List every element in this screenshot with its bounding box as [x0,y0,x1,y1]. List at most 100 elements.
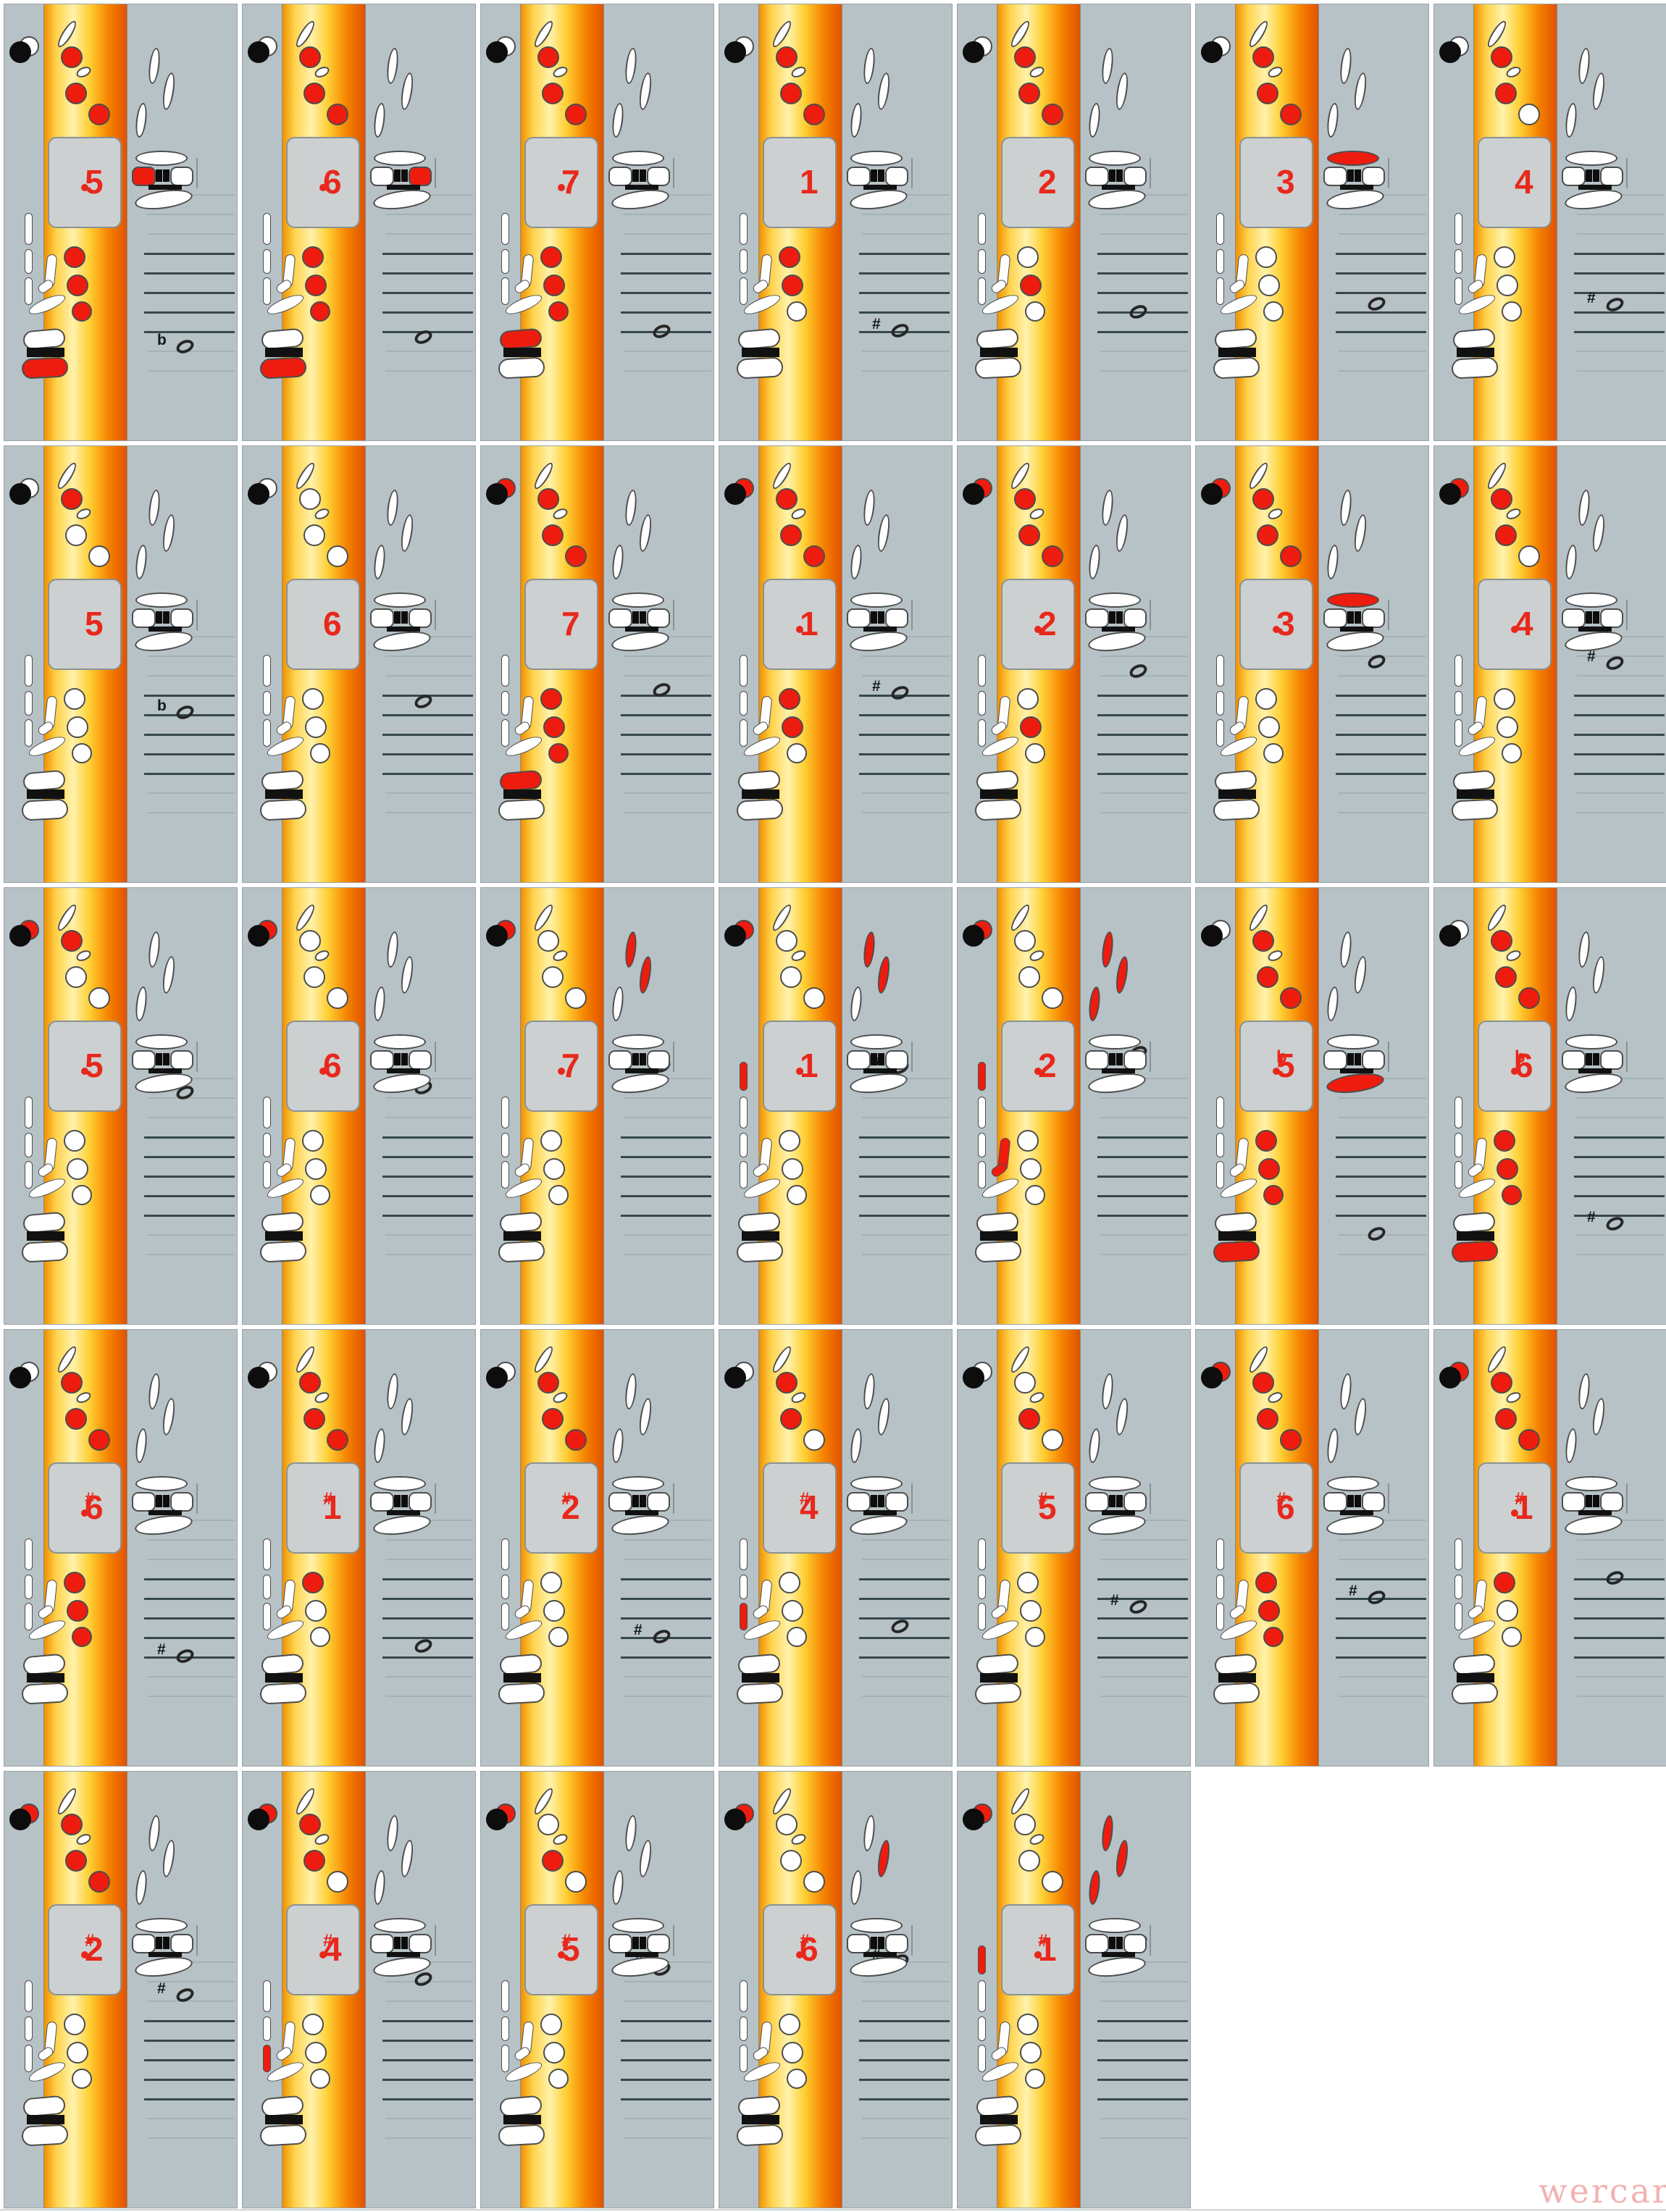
main-key-1 [1252,488,1274,510]
staff-line [1574,714,1665,716]
palm-key-c [134,1428,148,1463]
fingering-cell-33: # 1 [957,1771,1191,2208]
side-cluster-black-key-1 [1109,1053,1115,1065]
side-cluster-left [847,167,871,186]
side-cluster-top [1327,1476,1379,1491]
left-pill-2 [25,1133,33,1157]
side-cluster-right [647,608,670,628]
main-key-3 [803,1871,825,1893]
staff-ledger-line [385,1559,473,1560]
side-cluster-right [1362,167,1385,186]
main-key-6 [72,743,92,763]
side-cluster-black-key-2 [401,1495,408,1507]
main-key-6 [787,301,807,322]
left-pill-3 [978,2045,986,2072]
side-cluster-left [132,1050,156,1070]
left-pill-2 [740,691,748,716]
octave-dot [1511,1068,1518,1075]
pinky-hook-key [39,696,59,736]
main-key-5 [1497,1158,1518,1180]
palm-key-b [161,955,177,994]
main-key-2 [542,524,564,546]
side-cluster-right [885,1050,908,1070]
palm-key-a [385,489,400,526]
staff-line [621,1136,711,1139]
left-pill-3 [25,277,33,305]
side-cluster-black-key-2 [1116,1053,1123,1065]
left-pill-3 [501,1603,509,1630]
staff-ledger-line [1100,675,1188,676]
staff-line [859,1176,950,1178]
staff-ledger-line [624,2001,711,2002]
main-key-2 [1257,524,1278,546]
staff-ledger-line [862,1097,950,1099]
palm-key-c [372,1869,387,1905]
staff-line [382,1578,473,1580]
left-pill-3 [263,277,271,305]
main-key-2 [304,1408,325,1430]
staff-line [144,1617,235,1620]
side-cluster-top [1089,592,1141,608]
note-number-box: # 6 [1239,1462,1313,1554]
pinky-hook-key [516,1138,536,1178]
palm-key-a [1100,489,1115,526]
staff-line [144,2040,235,2042]
side-cluster-black-key-2 [1593,169,1599,182]
main-key-6 [310,743,330,763]
staff-ledger-line [385,655,473,657]
staff-ledger-line [862,2001,950,2002]
main-key-6 [787,743,807,763]
main-key-6 [548,2069,569,2089]
main-key-1 [1491,488,1512,510]
side-cluster-top [1089,1476,1141,1491]
pinky-hook-key [39,2022,59,2061]
side-cluster-left [132,1934,156,1953]
label-number: 7 [561,608,580,640]
main-key-1 [776,488,798,510]
main-key-4 [1494,1130,1515,1152]
note-number-box: 4 [1478,579,1552,670]
staff-line [144,2020,235,2022]
staff-ledger-line [1100,351,1188,352]
staff-ledger-line [1339,233,1426,235]
main-key-5 [1258,1600,1280,1622]
staff-ledger-line [385,1234,473,1236]
side-cluster-black-key-2 [401,611,408,624]
side-cluster-bracket [911,600,913,630]
staff-line [1336,1195,1426,1197]
left-pill-1 [1454,1538,1462,1570]
staff-line [144,734,235,736]
label-number: 1 [1038,1934,1057,1966]
staff-line [621,292,711,294]
main-key-2 [304,966,325,988]
note-number-box: # 1 [1001,1904,1075,1995]
label-number: 6 [800,1934,819,1966]
staff-line [1097,1136,1188,1139]
left-pill-3 [978,277,986,305]
left-pill-3 [263,719,271,747]
side-cluster-top [1089,1918,1141,1933]
note-number-box: 2 [1001,579,1075,670]
side-cluster-top [374,1918,426,1933]
main-key-3 [88,104,110,125]
palm-key-a [147,1373,162,1409]
staff-line [1097,1656,1188,1659]
staff-line [1574,773,1665,775]
note-number-box: # 6 [48,1462,122,1554]
staff-ledger-line [147,1696,235,1697]
palm-key-c [1326,986,1340,1021]
label-number: 6 [1515,1050,1533,1082]
left-pill-2 [25,2016,33,2041]
side-cluster-bottom [1326,1071,1386,1097]
fingering-cell-13: 3 [1195,445,1429,883]
pinky-hook-key [516,2022,536,2061]
staff-line [859,253,950,255]
staff-line [382,292,473,294]
staff-line [1336,292,1426,294]
palm-key-b [1352,1397,1368,1436]
main-key-2 [65,1850,87,1872]
staff-line [621,253,711,255]
side-cluster-bottom [134,187,194,213]
staff-ledger-line [147,233,235,235]
side-cluster-right [1123,1492,1147,1512]
